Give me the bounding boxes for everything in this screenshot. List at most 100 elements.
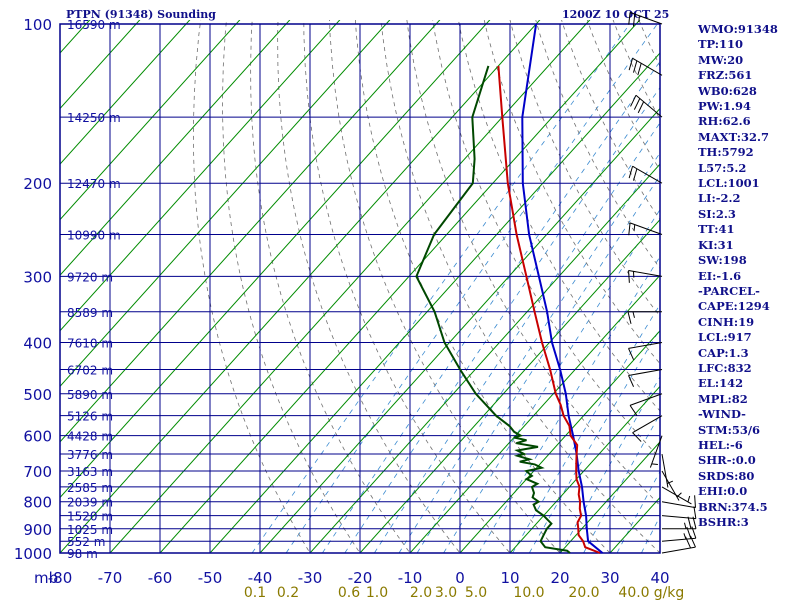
mixing-ratio-line: [374, 122, 660, 553]
index-item: EHI:0.0: [698, 484, 748, 499]
index-item: L57:5.2: [698, 160, 747, 175]
pressure-tick-label: 200: [23, 175, 52, 193]
dry-adiabat: [432, 20, 660, 459]
temperature-tick-label: -30: [298, 569, 323, 587]
index-item: SHR-:0.0: [698, 453, 756, 468]
wind-barb-shaft: [661, 453, 669, 488]
wind-barb: [630, 94, 663, 118]
wind-barb-flag: [685, 536, 692, 549]
wind-barb: [628, 369, 663, 387]
wind-barb: [627, 311, 662, 324]
parcel-line: [521, 23, 604, 554]
mixing-ratio-label: 3.0: [435, 585, 457, 600]
isotherm: [60, 20, 541, 553]
height-label: 8589 m: [67, 306, 113, 320]
mixing-ratio-label: 40.0: [618, 585, 649, 600]
wind-barb: [661, 535, 696, 554]
height-label: 98 m: [67, 547, 98, 561]
temperature-tick-label: -10: [398, 569, 423, 587]
wind-barb-flag: [633, 98, 641, 110]
wind-barb-flag: [628, 375, 635, 387]
wind-barb-half: [651, 463, 658, 465]
isotherm: [60, 20, 291, 276]
wind-barb-shaft: [661, 515, 696, 520]
height-label: 2585 m: [67, 481, 113, 495]
index-item: SW:198: [698, 253, 747, 268]
temperature-tick-label: 0: [455, 569, 465, 587]
wind-barb-flag: [687, 516, 692, 529]
temperature-tick-label: 20: [550, 569, 569, 587]
dewpoint-line: [415, 65, 571, 554]
dry-adiabat: [277, 20, 461, 553]
pressure-tick-label: 700: [23, 463, 52, 481]
wind-barb-shaft: [661, 537, 696, 542]
index-item: BRN:374.5: [698, 499, 768, 514]
isotherm: [0, 0, 8, 564]
temperature-tick-label: 40: [650, 569, 669, 587]
height-label: 14250 m: [67, 111, 121, 125]
wind-barb-flag: [628, 12, 631, 25]
wind-barb-flag: [689, 535, 696, 548]
wind-barb-flag: [693, 506, 697, 519]
height-label: 1025 m: [67, 523, 113, 537]
wind-barb-flag: [630, 95, 637, 107]
wind-barb: [661, 495, 696, 509]
plot-area: [0, 0, 660, 564]
index-item: STM:53/6: [698, 422, 761, 437]
wind-barb-half: [633, 224, 636, 231]
wind-barb-half: [632, 311, 635, 318]
index-item: TP:110: [698, 37, 744, 52]
wind-barb-shaft: [661, 501, 696, 509]
wind-barb: [628, 270, 663, 283]
wind-barb-half: [676, 492, 682, 498]
index-item: LCL:917: [698, 330, 752, 345]
height-label: 9720 m: [67, 270, 113, 284]
wind-barb-flag: [633, 168, 638, 181]
mixing-ratio-label: 2.0: [410, 585, 432, 600]
height-label: 3776 m: [67, 448, 113, 462]
pressure-tick-label: 600: [23, 428, 52, 446]
pressure-tick-label: 800: [23, 494, 52, 512]
wind-barb-half: [667, 480, 674, 485]
wind-barb-flag: [632, 432, 642, 442]
wind-barb-shaft: [628, 369, 663, 376]
index-item: LI:-2.2: [698, 191, 741, 206]
wind-barb-shaft: [628, 341, 663, 349]
index-item: -WIND-: [698, 407, 746, 422]
height-label: 552 m: [67, 535, 105, 549]
index-item: EI:-1.6: [698, 268, 742, 283]
valid-time: 1200Z 10 OCT 25: [562, 8, 670, 21]
index-item: -PARCEL-: [698, 283, 760, 298]
isotherm: [109, 20, 591, 553]
wind-barb-half: [683, 533, 687, 540]
pressure-tick-label: 900: [23, 521, 52, 539]
wind-barb-shaft: [632, 57, 663, 76]
wind-barb-flag: [632, 14, 636, 27]
index-item: CAPE:1294: [698, 299, 770, 314]
height-label: 10990 m: [67, 229, 121, 243]
height-label: 16590 m: [67, 18, 121, 32]
wind-barb-shaft: [632, 165, 663, 184]
mixing-ratio-label: 0.6: [338, 585, 360, 600]
wind-barb: [629, 393, 663, 416]
isotherm: [359, 218, 660, 553]
isotherm: [60, 20, 191, 165]
wind-barb-shaft: [628, 270, 663, 277]
wind-barb-flag: [628, 348, 635, 360]
height-label: 4428 m: [67, 430, 113, 444]
index-item: WB0:628: [698, 83, 757, 98]
wind-barb-half: [684, 522, 687, 529]
height-label: 3163 m: [67, 465, 113, 479]
pressure-tick-label: 300: [23, 268, 52, 286]
index-item: FRZ:561: [698, 68, 753, 83]
index-item: MPL:82: [698, 391, 748, 406]
wind-barb: [661, 470, 682, 501]
index-item: LCL:1001: [698, 176, 760, 191]
mixing-ratio-unit: g/kg: [654, 585, 685, 600]
pressure-unit-label: mb: [34, 569, 58, 587]
wind-barb-shaft: [629, 393, 663, 406]
isotherm: [509, 385, 660, 553]
index-item: MW:20: [698, 52, 744, 67]
height-label: 5126 m: [67, 410, 113, 424]
height-label: 12470 m: [67, 177, 121, 191]
